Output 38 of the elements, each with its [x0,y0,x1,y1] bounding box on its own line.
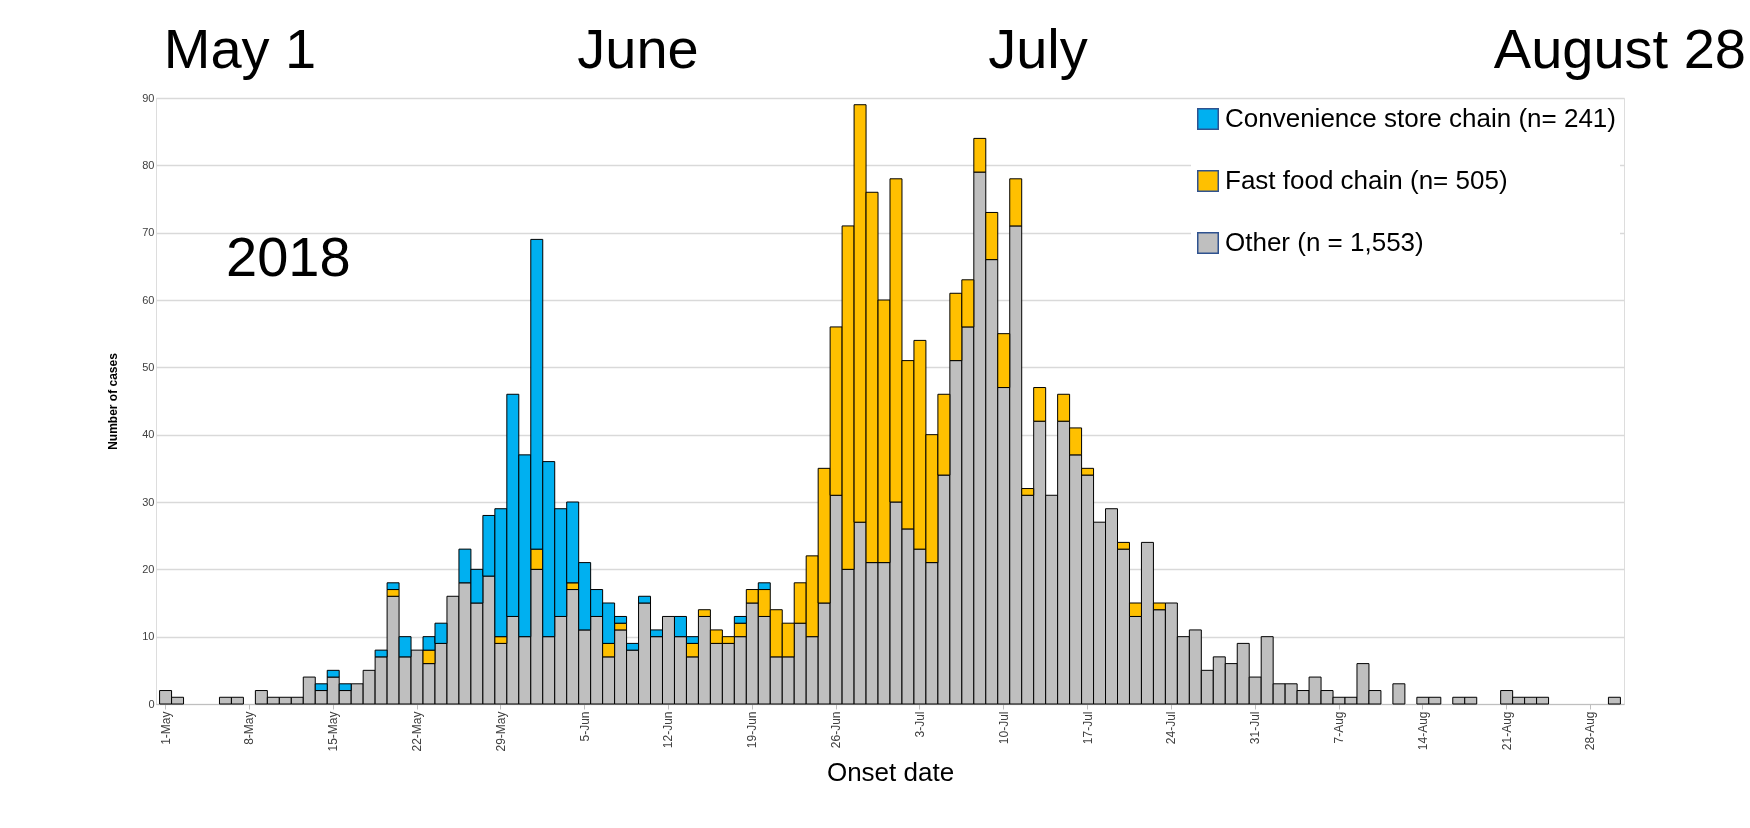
y-axis-title: Number of cases [106,352,121,450]
legend-label: Other (n = 1,553) [1225,227,1424,257]
x-tick-label: 1-May [158,711,173,745]
x-tick-label: 29-May [493,711,508,752]
y-tick-label: 20 [142,562,155,575]
text: June [577,17,699,80]
x-tick-label: 19-Jun [745,711,760,749]
x-tick-label: 8-May [242,711,257,745]
x-tick-label: 7-Aug [1332,711,1347,744]
legend-label: Fast food chain (n= 505) [1225,165,1508,195]
x-tick-label: 21-Aug [1499,711,1514,751]
text: July [988,17,1088,80]
x-tick-label: 14-Aug [1415,711,1430,751]
y-tick-label: 40 [142,428,155,441]
x-axis-title: Onset date [826,756,955,787]
text: August 28 [1493,17,1746,80]
y-tick-label: 10 [142,630,155,643]
y-tick-label: 90 [142,91,155,104]
y-tick-label: 30 [142,495,155,508]
x-tick-label: 10-Jul [996,711,1011,745]
annotation: 2018 [226,225,351,288]
y-tick-label: 80 [142,158,155,171]
y-tick-label: 50 [142,360,155,373]
x-tick-label: 28-Aug [1583,711,1598,751]
x-tick-label: 22-May [410,711,425,752]
x-tick-label: 26-Jun [829,711,844,749]
x-tick-label: 31-Jul [1248,711,1263,745]
x-tick-label: 5-Jun [577,711,592,742]
x-tick-label: 12-Jun [661,711,676,749]
y-tick-label: 70 [142,226,155,239]
y-tick-label: 0 [148,697,155,710]
x-tick-label: 15-May [326,711,341,752]
text: May 1 [163,17,317,80]
x-tick-label: 24-Jul [1164,711,1179,745]
x-tick-label: 17-Jul [1080,711,1095,745]
x-tick-label: 3-Jul [912,711,927,738]
y-tick-label: 60 [142,293,155,306]
legend-label: Convenience store chain (n= 241) [1225,103,1616,133]
